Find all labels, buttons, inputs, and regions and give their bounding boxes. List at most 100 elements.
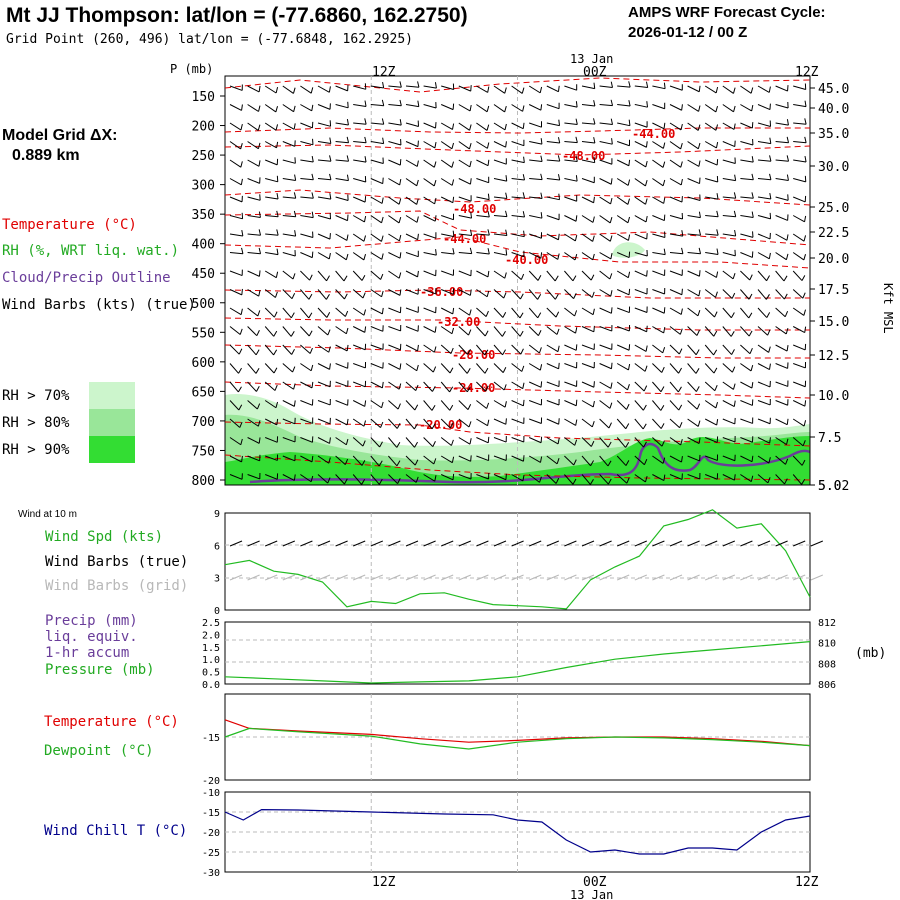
wind-barb: [440, 122, 453, 130]
wind-barb-feather: [470, 455, 472, 462]
wind-barb: [423, 455, 435, 465]
wind-barb: [388, 104, 402, 107]
wind-barb: [740, 178, 754, 181]
legend-rh90: RH > 90%: [2, 442, 70, 458]
wind-barb: [264, 418, 278, 426]
wind-barb: [317, 474, 329, 484]
wind10-barb-grid: [599, 574, 612, 581]
wind-barb-feather: [240, 438, 243, 445]
wind-barb: [300, 252, 313, 259]
wind-barb-feather: [416, 160, 419, 167]
wind-barb: [757, 141, 771, 145]
wind-barb: [616, 381, 628, 391]
wind-barb-feather: [593, 325, 595, 332]
wind10-barb-true: [388, 540, 401, 547]
wind-barb-feather: [611, 362, 613, 369]
wind-barb: [405, 344, 418, 352]
wind-barb-feather: [628, 344, 631, 351]
precip-ytick-label: 1.5: [202, 643, 220, 654]
wind-barb-feather: [730, 331, 735, 337]
wind-barb: [757, 159, 771, 162]
wind-barb: [740, 85, 752, 94]
wind-barb: [634, 326, 647, 333]
wind-barb-feather: [572, 478, 577, 485]
wind-barb: [793, 344, 806, 351]
wind-barb: [546, 400, 560, 406]
wind-barb-feather: [487, 211, 490, 218]
wind-barb-feather: [748, 293, 753, 300]
wind-barb: [405, 289, 419, 295]
wind-barb-feather: [714, 311, 718, 318]
wind-barb-feather: [345, 327, 349, 334]
wind10-barb-grid: [740, 574, 753, 581]
wind-barb-feather: [573, 459, 577, 466]
wind-barb: [423, 344, 435, 353]
wind-barb-feather: [642, 404, 647, 411]
wind-barb: [581, 381, 595, 388]
wind-barb: [792, 326, 805, 333]
wind-barb-feather: [520, 273, 525, 280]
wind-barb: [423, 418, 433, 430]
pressure-tick-label: 400: [192, 238, 215, 253]
wind-barb: [247, 289, 260, 297]
wind-barb-feather: [715, 86, 719, 94]
bottom-time-00z: 00Z: [583, 875, 607, 890]
wind-barb: [511, 437, 524, 443]
wind-barb-feather: [540, 104, 543, 111]
wind-barb: [564, 307, 575, 317]
pressure-tick-label: 350: [192, 208, 215, 223]
wind-barb-feather: [275, 106, 278, 113]
wind10-barb-grid: [282, 574, 295, 581]
wind-barb: [423, 326, 436, 333]
wind-barb: [458, 141, 470, 150]
wind-barb: [493, 474, 507, 481]
wind-barb: [599, 363, 612, 370]
wind-barb: [652, 252, 666, 256]
wind-barb: [511, 252, 525, 258]
wind-barb: [458, 289, 471, 296]
wind-barb: [300, 159, 314, 163]
wind-barb: [370, 326, 384, 332]
wind-barb-feather: [505, 249, 508, 256]
wind-barb-feather: [239, 421, 243, 428]
wind-barb-feather: [786, 438, 789, 445]
wind-barb: [669, 307, 682, 315]
wind-barb-feather: [663, 82, 666, 89]
wind-barb: [669, 233, 683, 237]
wind10-barb-grid: [353, 574, 366, 581]
wind-barb: [370, 104, 384, 107]
wind-barb-feather: [751, 104, 754, 112]
wind-barb: [423, 400, 433, 411]
pressure-tick-label: 800: [192, 474, 215, 489]
wind-barb-feather: [715, 291, 718, 298]
wind-barb: [581, 437, 592, 447]
wind-barb-feather: [680, 178, 683, 186]
wind-barb: [264, 85, 277, 94]
wind-barb-feather: [626, 403, 630, 410]
wind-barb: [616, 437, 626, 448]
wind-barb: [564, 381, 577, 387]
wind-barb: [652, 141, 664, 149]
wind-barb: [423, 159, 435, 168]
wind-barb-feather: [522, 211, 525, 218]
wind-barb: [564, 289, 574, 300]
wind10-barb-true: [300, 540, 313, 547]
wind-barb: [317, 363, 330, 370]
wind-barb-feather: [345, 438, 349, 445]
wind-barb: [265, 159, 278, 166]
wind-barb: [705, 437, 718, 443]
wind-barb: [440, 159, 453, 168]
wind-barb: [564, 104, 578, 108]
wind-barb: [353, 344, 366, 351]
wind10-barb-true: [265, 540, 278, 547]
wind-barb-feather: [311, 173, 314, 180]
wind-barb: [440, 455, 453, 464]
wind-barb-feather: [364, 136, 367, 143]
wind10-barb-grid: [265, 574, 278, 581]
wind-barb: [423, 215, 436, 222]
wind-barb: [546, 196, 560, 201]
wind-barb-feather: [290, 331, 295, 337]
wind-barb-feather: [256, 385, 260, 392]
grid-point-label: Grid Point (260, 496) lat/lon = (-77.684…: [6, 32, 413, 47]
wind-barb-feather: [469, 289, 472, 296]
